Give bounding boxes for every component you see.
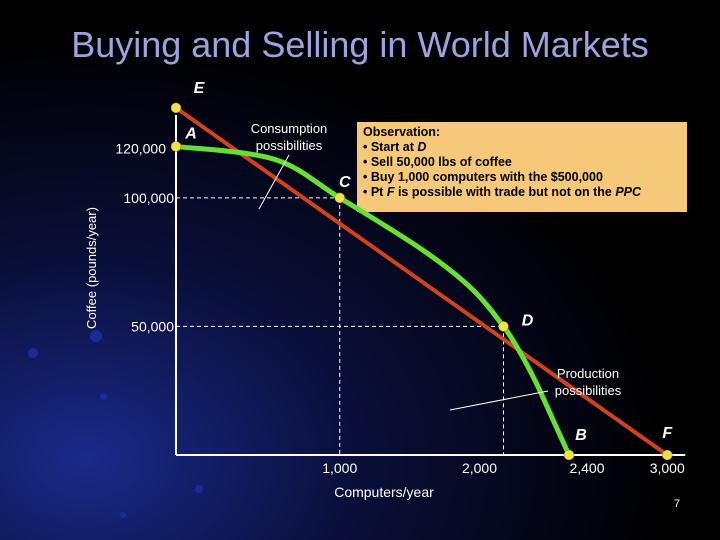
x-tick-label: 1,000 (322, 460, 357, 476)
slide-number: 7 (673, 498, 680, 510)
decorative-dot (90, 330, 102, 342)
y-axis-title: Coffee (pounds/year) (84, 207, 99, 329)
point-c (334, 192, 345, 204)
x-axis-title: Computers/year (334, 484, 434, 500)
guide-lines (176, 197, 504, 455)
slide-title: Buying and Selling in World Markets (71, 24, 649, 65)
point-label: B (575, 427, 587, 444)
series-label-line-1: Consumption (251, 121, 328, 136)
y-tick-label: 120,000 (115, 140, 166, 156)
observation-emphasis: PPC (615, 185, 642, 199)
y-tick-label: 50,000 (131, 318, 174, 334)
decorative-dot (100, 393, 107, 400)
point-label: F (662, 425, 673, 442)
point-label: E (194, 80, 206, 97)
observation-emphasis: D (417, 140, 427, 154)
chart-labels: Consumption possibilities Production possib… (184, 80, 673, 444)
observation-bullet: • Pt F is possible with trade but not on… (363, 185, 642, 199)
series-label-line-2: possibilities (555, 383, 622, 398)
decorative-dot (120, 512, 126, 518)
point-e (170, 102, 182, 114)
observation-box: Observation: • Start at D • Sell 50,000 … (357, 122, 687, 212)
point-label: D (522, 312, 534, 329)
decorative-dot (195, 485, 203, 493)
observation-bullet: • Start at D (363, 140, 427, 154)
x-tick-label: 2,400 (569, 460, 604, 476)
observation-bullet: • Sell 50,000 lbs of coffee (363, 155, 512, 169)
x-tick-label: 3,000 (650, 460, 685, 476)
observation-emphasis: F (386, 185, 395, 199)
decorative-dot (28, 348, 38, 358)
observation-bullet: • Buy 1,000 computers with the $500,000 (363, 170, 603, 184)
callout-line (449, 390, 549, 411)
consumption-possibilities-line (174, 105, 670, 457)
point-label: A (184, 125, 197, 142)
observation-heading: Observation: (363, 125, 441, 139)
point-a (170, 141, 182, 152)
data-points (170, 102, 673, 461)
series-label-line-2: possibilities (256, 138, 323, 153)
point-f (662, 449, 673, 461)
series-label-line-1: Production (557, 366, 619, 381)
callout-line (258, 154, 290, 210)
point-label: C (339, 174, 351, 191)
y-tick-label: 100,000 (123, 190, 174, 206)
x-tick-label: 2,000 (462, 460, 497, 476)
production-possibilities-curve (173, 143, 572, 458)
point-b (563, 449, 575, 461)
axes: Computers/year Coffee (pounds/year) 1,000 2… (84, 115, 686, 500)
series-lines (173, 105, 670, 458)
point-d (498, 321, 509, 332)
